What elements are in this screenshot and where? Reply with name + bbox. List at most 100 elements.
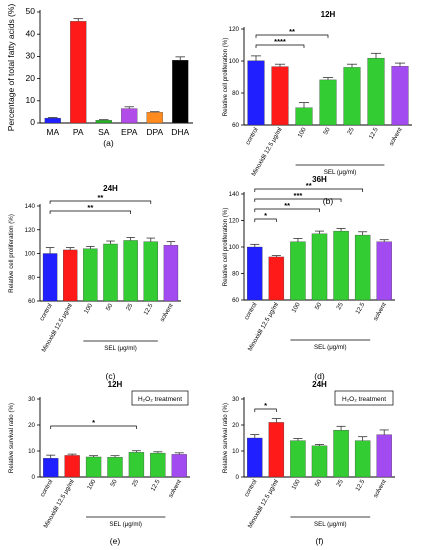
x-tick-label-100: 100 <box>86 478 98 491</box>
bar-50 <box>107 457 123 478</box>
x-tick-label-solvent: solvent <box>388 126 404 147</box>
bar-100 <box>290 241 306 301</box>
y-tick-label: 80 <box>232 90 239 97</box>
y-tick-label: 30 <box>28 396 35 403</box>
significance-bracket <box>255 44 305 48</box>
sel-group-label: SEL (μg/ml) <box>104 345 137 352</box>
bar-25 <box>123 240 138 302</box>
x-tick-label-100: 100 <box>290 301 302 314</box>
bar-25 <box>343 67 361 126</box>
significance-label: ** <box>87 203 93 212</box>
x-tick-label-50: 50 <box>109 478 119 488</box>
bar-epa <box>121 108 138 124</box>
x-tick-label-100: 100 <box>297 126 309 139</box>
bar-100 <box>85 456 102 478</box>
bar-control <box>247 437 263 478</box>
treatment-annotation: H₂O₂ treatment <box>138 396 182 403</box>
bar-solvent <box>171 454 187 478</box>
bar-minoxidil-12-5-g-ml <box>64 455 80 478</box>
y-axis-label: Relative cell proliferation (%) <box>222 38 229 117</box>
y-tick-label: 50 <box>26 6 36 16</box>
x-tick-label-solvent: solvent <box>372 478 388 499</box>
x-tick-label-12-5: 12.5 <box>142 302 154 316</box>
y-axis-label: Relative survival ratio (%) <box>222 403 229 473</box>
x-tick-label-sa: SA <box>98 127 110 137</box>
significance-bracket <box>254 218 277 222</box>
y-tick-label: 100 <box>229 58 240 65</box>
panel-label: (b) <box>323 196 334 206</box>
x-tick-label-50: 50 <box>322 126 332 136</box>
bar-solvent <box>376 434 392 478</box>
panel-label: (d) <box>314 371 325 381</box>
significance-label: * <box>264 211 267 220</box>
chart-e: 0 10 20 30 Relative survival ratio (%) 12H con… <box>8 380 190 546</box>
chart-title: 24H <box>312 380 327 389</box>
y-tick-label: 140 <box>229 191 240 198</box>
bar-100 <box>295 107 313 126</box>
bar-ma <box>44 117 61 124</box>
bar-control <box>43 458 59 478</box>
y-tick-label: 10 <box>26 95 36 105</box>
significance-label: ** <box>306 181 312 190</box>
significance-label: * <box>92 418 95 427</box>
y-tick-label: 30 <box>232 396 239 403</box>
bar-minoxidil-12-5-g-ml <box>268 422 285 478</box>
y-tick-label: 120 <box>229 218 240 225</box>
bar-minoxidil-12-5-g-ml <box>271 66 289 126</box>
y-tick-label: 20 <box>26 73 36 83</box>
significance-label: **** <box>274 37 286 46</box>
x-tick-label-dha: DHA <box>171 127 189 137</box>
significance-label: *** <box>294 191 303 200</box>
x-tick-label-epa: EPA <box>121 127 138 137</box>
significance-bracket <box>255 34 329 38</box>
chart-title: 12H <box>321 10 336 19</box>
bar-100 <box>290 440 306 478</box>
x-tick-label-control: control <box>244 127 259 147</box>
chart-a: 0 10 20 30 40 50 Percentage of total fatty aci… <box>6 4 193 148</box>
x-tick-label-control: control <box>243 302 258 322</box>
panel-label: (a) <box>103 138 114 148</box>
chart-title: 24H <box>103 184 118 193</box>
bar-100 <box>83 248 98 302</box>
bar-50 <box>311 233 328 301</box>
significance-label: * <box>264 401 267 410</box>
bar-solvent <box>391 66 409 126</box>
y-tick-label: 120 <box>229 26 240 33</box>
y-tick-label: 100 <box>229 244 240 251</box>
y-tick-label: 60 <box>28 298 35 305</box>
significance-bracket <box>254 208 320 212</box>
x-tick-label-control: control <box>243 479 258 499</box>
bar-25 <box>333 230 349 301</box>
x-tick-label-25: 25 <box>335 301 345 311</box>
bar-50 <box>319 79 337 126</box>
sel-group-label: SEL (μg/ml) <box>314 344 347 351</box>
y-tick-label: 80 <box>232 271 239 278</box>
x-tick-label-solvent: solvent <box>372 301 388 322</box>
sel-group-label: SEL (μg/ml) <box>314 521 347 528</box>
x-tick-label-50: 50 <box>105 302 115 312</box>
significance-bracket <box>49 200 152 204</box>
x-tick-label-12-5: 12.5 <box>368 126 380 140</box>
significance-label: ** <box>289 27 295 36</box>
significance-bracket <box>49 210 131 214</box>
x-tick-label-100: 100 <box>290 478 302 491</box>
significance-bracket <box>254 188 363 192</box>
x-tick-label-25: 25 <box>125 302 135 312</box>
chart-c: 60 80 100 120 140 Relative cell proliferation… <box>8 184 181 381</box>
x-tick-label-50: 50 <box>314 301 324 311</box>
panel-label: (c) <box>106 371 116 381</box>
significance-bracket <box>254 198 342 202</box>
x-tick-label-25: 25 <box>131 478 141 488</box>
bar-control <box>42 253 58 302</box>
x-tick-label-25: 25 <box>335 478 345 488</box>
bar-solvent <box>163 245 179 302</box>
y-tick-label: 60 <box>232 297 239 304</box>
treatment-annotation: H₂O₂ treatment <box>342 396 386 403</box>
x-tick-label-solvent: solvent <box>159 302 175 323</box>
chart-d: 60 80 100 120 140 Relative cell proliferation… <box>222 175 395 381</box>
bar-solvent <box>376 241 392 301</box>
x-tick-label-pa: PA <box>73 127 84 137</box>
